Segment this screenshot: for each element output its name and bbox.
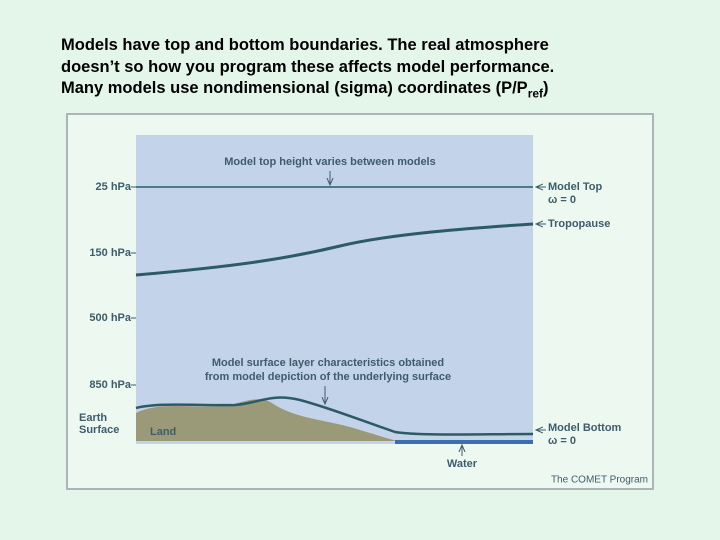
pressure-label: 500 hPa bbox=[89, 312, 131, 324]
title: Models have top and bottom boundaries. T… bbox=[61, 35, 554, 105]
land bbox=[136, 399, 398, 441]
model-bottom-line bbox=[135, 396, 534, 436]
atmosphere bbox=[136, 135, 533, 444]
pressure-label: 150 hPa bbox=[89, 247, 131, 259]
water bbox=[395, 440, 533, 444]
surface-note: Model surface layer characteristics obta… bbox=[212, 357, 444, 369]
title-line: doesn’t so how you program these affects… bbox=[61, 57, 555, 76]
top-note: Model top height varies between models bbox=[224, 156, 435, 168]
credit: The COMET Program bbox=[551, 475, 648, 486]
title-line: Models have top and bottom boundaries. T… bbox=[61, 36, 549, 54]
model-top-label: Model Top bbox=[548, 181, 602, 193]
ticks bbox=[131, 186, 136, 386]
omega-label: ω = 0 bbox=[548, 435, 576, 447]
earth-label: Earth bbox=[79, 412, 107, 424]
pressure-label: 850 hPa bbox=[89, 379, 131, 391]
tropopause-label: Tropopause bbox=[548, 218, 610, 230]
title-suffix: ) bbox=[543, 79, 549, 97]
arrows bbox=[325, 171, 546, 456]
tropopause-line bbox=[135, 222, 534, 277]
water-label: Water bbox=[447, 458, 478, 470]
omega-label: ω = 0 bbox=[548, 194, 576, 206]
earth-label: Surface bbox=[79, 424, 119, 436]
title-subscript: ref bbox=[527, 86, 544, 101]
title-line: Many models use nondimensional (sigma) c… bbox=[61, 78, 554, 105]
surface-note: from model depiction of the underlying s… bbox=[205, 371, 451, 383]
pressure-label: 25 hPa bbox=[96, 181, 132, 193]
title-text: Many models use nondimensional (sigma) c… bbox=[61, 79, 528, 97]
land-label: Land bbox=[150, 426, 176, 438]
model-bottom-label: Model Bottom bbox=[548, 422, 622, 434]
